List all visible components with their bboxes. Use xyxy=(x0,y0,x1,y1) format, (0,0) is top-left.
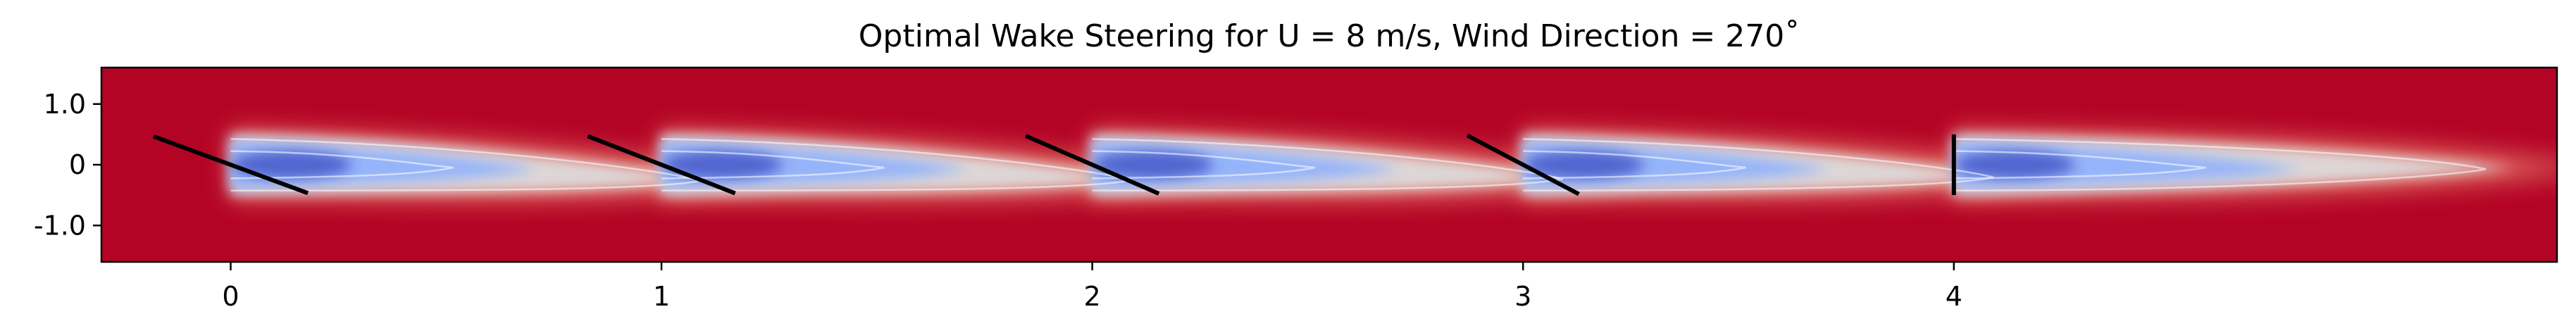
y-axis: 1.0 0 -1.0 xyxy=(34,89,101,241)
turbine-rotor xyxy=(587,134,736,196)
wake-plume xyxy=(661,131,1231,200)
plot-area xyxy=(101,68,2557,262)
x-tick-label: 3 xyxy=(1514,281,1531,312)
turbine-rotor xyxy=(1024,134,1160,196)
contour-layer xyxy=(230,138,2487,191)
x-axis: 0 1 2 3 4 xyxy=(222,262,1962,312)
x-tick-label: 2 xyxy=(1084,281,1101,312)
x-tick-label: 1 xyxy=(653,281,670,312)
wake-plume xyxy=(1953,131,2557,199)
wake-contour xyxy=(1953,138,2487,191)
y-tick-label: 0 xyxy=(69,149,86,180)
wake-layer xyxy=(230,131,2557,200)
y-tick-label: 1.0 xyxy=(44,89,86,120)
y-tick-label: -1.0 xyxy=(34,210,86,241)
chart-title: Optimal Wake Steering for U = 8 m/s, Win… xyxy=(859,18,1800,54)
turbine-rotor xyxy=(1466,133,1580,196)
wake-plume xyxy=(1092,131,1662,199)
x-tick-label: 0 xyxy=(222,281,239,312)
rotor-layer xyxy=(152,133,1956,196)
wake-contour xyxy=(1092,138,1564,191)
x-tick-label: 4 xyxy=(1946,281,1962,312)
turbine-rotor xyxy=(152,134,309,196)
